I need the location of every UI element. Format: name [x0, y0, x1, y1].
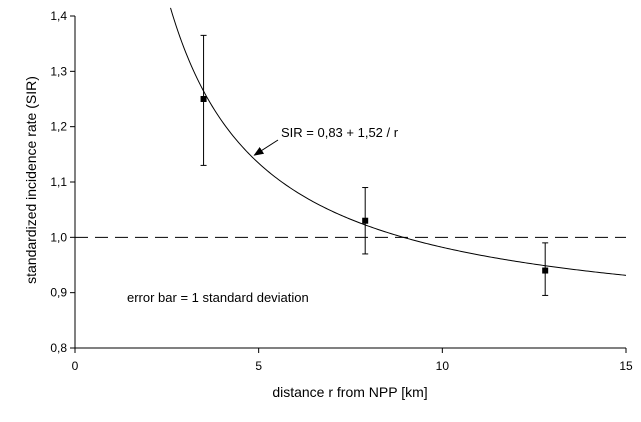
x-tick-label: 5 — [255, 359, 262, 373]
fit-equation-label: SIR = 0,83 + 1,52 / r — [281, 125, 399, 140]
y-tick-label: 1,2 — [50, 120, 67, 134]
x-tick-label: 0 — [72, 359, 79, 373]
y-tick-label: 1,3 — [50, 64, 67, 78]
y-tick-label: 0,8 — [50, 341, 67, 355]
fit-arrow — [253, 139, 279, 156]
data-point — [542, 267, 549, 274]
y-tick-label: 1,4 — [50, 9, 67, 23]
y-axis-title: standardized incidence rate (SIR) — [23, 76, 39, 284]
x-tick-label: 15 — [619, 359, 633, 373]
error-bar-note: error bar = 1 standard deviation — [127, 290, 309, 305]
data-point — [362, 217, 369, 224]
x-axis-ticks: 0 5 10 15 — [72, 348, 633, 373]
y-tick-label: 1,0 — [50, 230, 67, 244]
fit-curve — [170, 7, 627, 276]
x-axis-title: distance r from NPP [km] — [272, 384, 427, 400]
y-tick-label: 1,1 — [50, 175, 67, 189]
data-point — [200, 96, 207, 102]
y-tick-label: 0,9 — [50, 286, 67, 300]
x-tick-label: 10 — [436, 359, 450, 373]
y-axis-ticks: 0,8 0,9 1,0 1,1 1,2 1,3 1,4 — [50, 9, 75, 355]
